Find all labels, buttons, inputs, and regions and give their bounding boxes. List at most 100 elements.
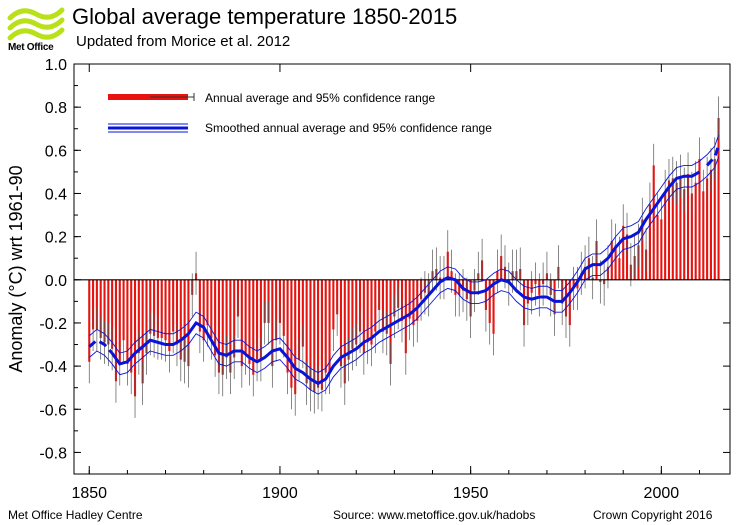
- y-axis-label: Anomaly (°C) wrt 1961-90: [6, 165, 26, 372]
- bar: [690, 193, 693, 280]
- bar: [370, 279, 373, 345]
- bar: [332, 279, 335, 330]
- bar: [313, 279, 316, 392]
- bar: [568, 279, 571, 326]
- bar: [679, 176, 682, 280]
- bar: [671, 178, 674, 280]
- chart-subtitle: Updated from Morice et al. 2012: [76, 33, 291, 50]
- bar: [652, 165, 655, 280]
- legend-label-smoothed: Smoothed annual average and 95% confiden…: [205, 121, 492, 135]
- bar: [149, 279, 152, 334]
- bar: [320, 279, 323, 390]
- logo-text: Met Office: [8, 42, 54, 53]
- smooth-ci-lower: [88, 156, 719, 395]
- bar: [328, 279, 331, 373]
- bar: [713, 158, 716, 280]
- bar: [664, 191, 667, 280]
- bar: [412, 279, 415, 326]
- bar: [694, 182, 697, 280]
- y-tick-label: 1.0: [45, 57, 67, 74]
- bar: [656, 215, 659, 280]
- bar: [648, 204, 651, 280]
- bar: [309, 279, 312, 390]
- met-office-logo: [7, 7, 65, 41]
- bar: [217, 279, 220, 373]
- bar: [99, 279, 102, 339]
- bar: [202, 279, 205, 341]
- bar: [622, 225, 625, 280]
- bar: [88, 279, 91, 362]
- footer-credit: Met Office Hadley Centre: [8, 508, 143, 522]
- bar: [675, 182, 678, 280]
- legend-bar-swatch: [108, 94, 188, 100]
- smooth-line-end-dashed: [705, 145, 720, 167]
- bar: [233, 279, 236, 358]
- bar: [122, 279, 125, 341]
- x-tick-label: 1900: [262, 485, 298, 502]
- bar: [339, 279, 343, 367]
- bar: [229, 279, 232, 373]
- y-tick-label: 0.0: [45, 273, 67, 290]
- bar: [374, 279, 377, 332]
- bar: [385, 279, 388, 334]
- bar: [179, 279, 182, 360]
- bar: [271, 279, 274, 367]
- bar: [198, 279, 201, 332]
- bar: [275, 279, 278, 341]
- plot-frame: [73, 63, 731, 475]
- bar: [92, 279, 95, 330]
- bar: [389, 279, 392, 364]
- bar: [667, 180, 671, 280]
- bar: [709, 169, 712, 280]
- bar: [252, 279, 255, 375]
- bar: [660, 219, 663, 280]
- bar: [523, 279, 526, 326]
- bar: [130, 279, 133, 373]
- bar: [324, 279, 327, 373]
- y-tick-label: -0.2: [39, 316, 67, 333]
- bar: [282, 279, 285, 336]
- footer-copyright: Crown Copyright 2016: [593, 508, 713, 522]
- bar: [256, 279, 259, 360]
- bar: [153, 279, 156, 336]
- y-tick-label: 0.6: [45, 143, 67, 160]
- y-tick-label: 0.4: [45, 186, 67, 203]
- bar: [137, 279, 140, 354]
- bar: [141, 279, 144, 384]
- bar: [351, 279, 354, 349]
- bar: [366, 279, 369, 343]
- bar: [126, 279, 129, 364]
- bar: [248, 279, 251, 364]
- bar: [687, 174, 690, 280]
- bar: [297, 279, 301, 360]
- bar: [294, 279, 297, 395]
- bar: [381, 279, 384, 332]
- y-tick-label: -0.4: [39, 359, 67, 376]
- bar: [145, 279, 148, 354]
- bar: [698, 158, 701, 280]
- bar: [156, 279, 159, 339]
- bar: [225, 279, 228, 358]
- bar: [107, 279, 110, 345]
- bar: [343, 279, 346, 384]
- smooth-ci-upper: [88, 135, 719, 374]
- y-tick-label: 0.8: [45, 100, 67, 117]
- bar: [103, 279, 106, 343]
- bar: [259, 279, 262, 360]
- bar: [290, 279, 293, 388]
- bar: [286, 279, 289, 373]
- bar: [164, 279, 167, 341]
- bar: [160, 279, 163, 339]
- bar: [362, 279, 365, 354]
- x-tick-label: 1950: [453, 485, 489, 502]
- y-tick-label: 0.2: [45, 230, 67, 247]
- x-tick-label: 2000: [644, 485, 680, 502]
- bar: [175, 279, 179, 345]
- bar: [301, 279, 304, 347]
- bar: [133, 279, 137, 397]
- bar: [168, 279, 171, 351]
- bar: [95, 279, 98, 330]
- bar: [244, 279, 247, 354]
- bar: [221, 279, 224, 375]
- bar: [717, 117, 720, 280]
